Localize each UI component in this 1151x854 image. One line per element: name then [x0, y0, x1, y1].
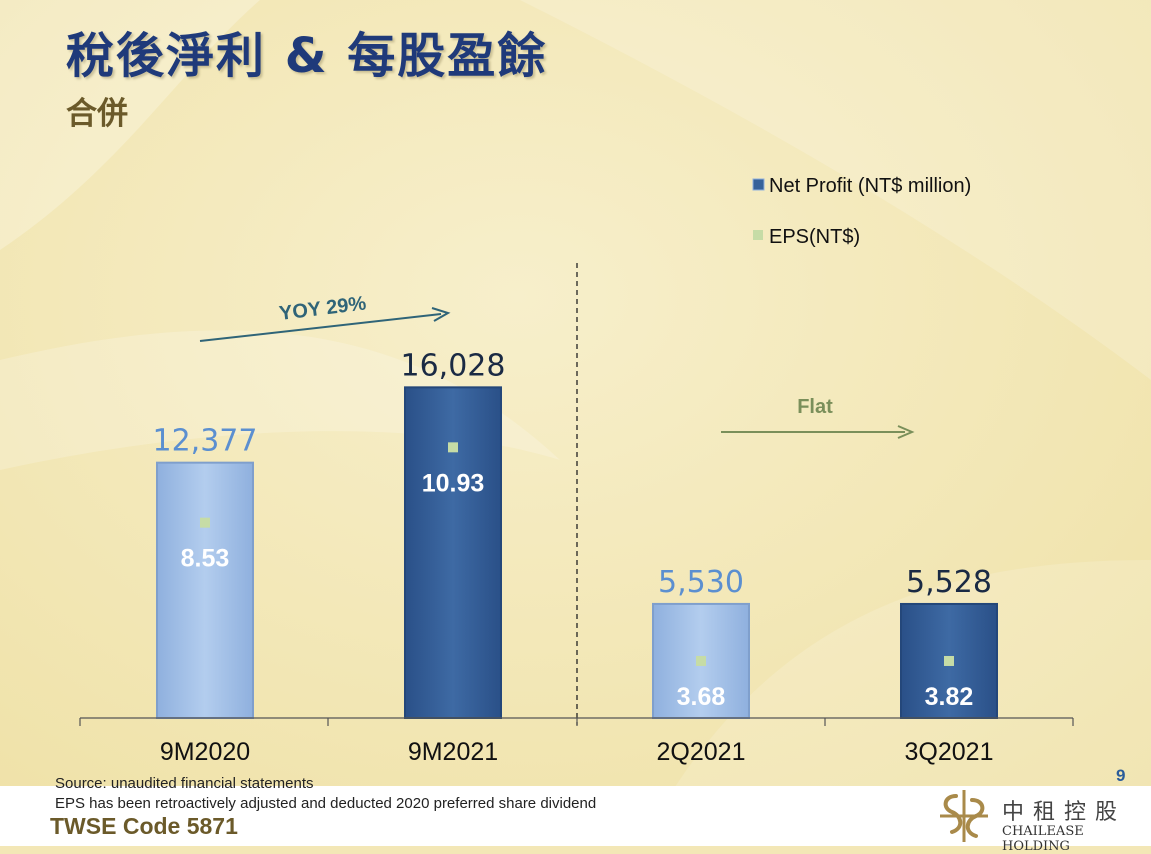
legend-eps-swatch	[753, 230, 763, 240]
bar-group: 12,377 8.53 16,028 10.93 5,530 3.68 5,528 3.82	[153, 348, 998, 719]
net-profit-label-3q2021: 5,528	[906, 565, 992, 600]
yoy-arrow-head	[431, 307, 451, 322]
eps-label-3q2021: 3.82	[925, 683, 974, 711]
eps-label-9m2020: 8.53	[181, 545, 230, 573]
twse-code: TWSE Code 5871	[50, 813, 238, 839]
x-tick-label-9m2020: 9M2020	[160, 738, 250, 766]
eps-note: EPS has been retroactively adjusted and …	[55, 795, 597, 812]
logo-english-name: CHAILEASE HOLDING	[1002, 824, 1084, 854]
eps-marker-2q2021	[696, 655, 706, 666]
eps-marker-9m2020	[200, 517, 210, 528]
legend-eps-label: EPS(NT$)	[769, 226, 860, 248]
flat-annotation-label: Flat	[797, 396, 833, 418]
company-logo: 中租控股 CHAILEASE HOLDING	[934, 788, 1144, 854]
x-tick-label-9m2021: 9M2021	[408, 738, 498, 766]
eps-marker-3q2021	[944, 655, 954, 666]
bar-9m2020	[156, 461, 254, 719]
yoy-annotation: YOY 29%	[199, 292, 451, 342]
net-profit-label-9m2020: 12,377	[153, 424, 258, 459]
flat-annotation: Flat	[721, 396, 915, 439]
legend-net-profit-label: Net Profit (NT$ million)	[769, 175, 971, 197]
flat-arrow-head	[897, 425, 915, 439]
chart-legend: Net Profit (NT$ million) EPS(NT$)	[752, 175, 971, 248]
eps-label-9m2021: 10.93	[422, 469, 485, 497]
x-tick-label-3q2021: 3Q2021	[905, 738, 994, 766]
yoy-annotation-label: YOY 29%	[278, 292, 368, 325]
bar-9m2021	[404, 386, 502, 719]
eps-marker-9m2021	[448, 442, 458, 453]
logo-mark-icon	[940, 790, 988, 842]
yoy-arrow	[199, 313, 442, 342]
net-profit-label-2q2021: 5,530	[658, 565, 744, 600]
eps-label-2q2021: 3.68	[677, 683, 726, 711]
page-number: 9	[1116, 766, 1126, 785]
x-tick-label-2q2021: 2Q2021	[657, 738, 746, 766]
x-axis: 9M2020 9M2021 2Q2021 3Q2021	[79, 717, 1074, 766]
page-subtitle: 合併	[66, 96, 128, 132]
source-note: Source: unaudited financial statements	[55, 775, 314, 792]
net-profit-label-9m2021: 16,028	[401, 348, 506, 383]
legend-net-profit-swatch	[752, 178, 765, 191]
logo-chinese-name: 中租控股	[1002, 800, 1127, 825]
page-title: 稅後淨利 & 每股盈餘	[66, 28, 548, 84]
